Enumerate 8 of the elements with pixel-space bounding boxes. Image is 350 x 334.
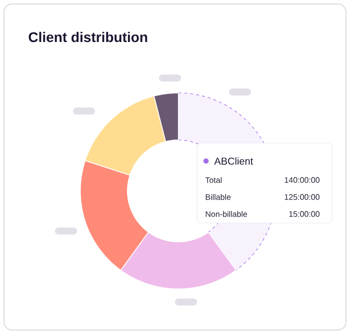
text: 140:00:00 <box>284 177 320 183</box>
text: 15:00:00 <box>289 211 320 217</box>
text: Total <box>205 177 222 183</box>
legend-label: ABClient <box>214 157 254 165</box>
text: Non-billable <box>206 211 248 217</box>
text: 125:00:00 <box>284 194 320 200</box>
text: Billable <box>206 194 231 200</box>
chart-title: Client distribution <box>28 32 148 42</box>
